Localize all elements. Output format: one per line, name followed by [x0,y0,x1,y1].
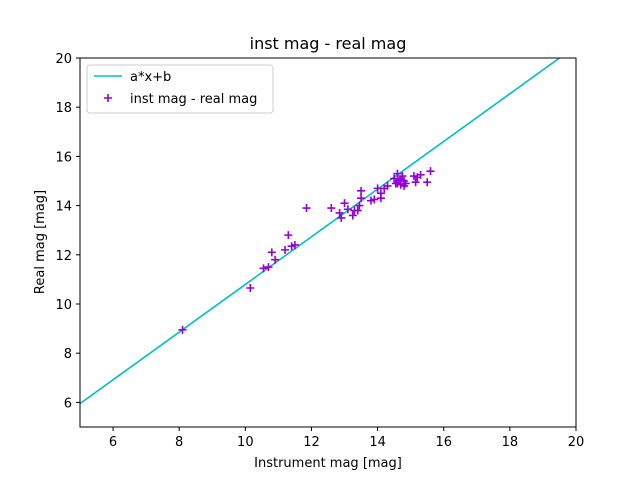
data-point [264,263,273,272]
data-point [343,205,352,214]
plot-area [80,58,560,405]
data-point [401,179,410,188]
data-point [271,255,280,264]
y-tick-label: 10 [55,298,72,313]
data-point [416,170,425,179]
y-tick-label: 16 [55,150,72,165]
y-tick-label: 6 [64,396,72,411]
x-tick-label: 20 [568,435,585,450]
data-point [398,172,407,181]
data-point [178,325,187,334]
y-axis-label: Real mag [mag] [33,190,48,294]
data-point [340,199,349,208]
data-point [259,264,268,273]
x-tick-label: 6 [109,435,117,450]
data-point [355,201,364,210]
legend: a*x+b inst mag - real mag [86,64,274,114]
axes-frame [79,57,577,428]
data-point [426,167,435,176]
data-point [353,206,362,215]
data-point [281,245,290,254]
y-tick-label: 8 [64,347,72,362]
data-point [383,181,392,190]
data-point [337,213,346,222]
data-point [411,178,420,187]
data-point [284,231,293,240]
x-tick-label: 8 [175,435,183,450]
legend-label-fit: a*x+b [130,70,171,85]
data-point [357,194,366,203]
data-point [290,240,299,249]
data-point [370,195,379,204]
data-point [348,211,357,220]
data-point [376,189,385,198]
fit-line [80,58,560,405]
x-tick-label: 16 [435,435,452,450]
y-tick-label: 12 [55,249,72,264]
y-tick-label: 14 [55,200,72,215]
data-point [335,208,344,217]
x-tick-label: 12 [303,435,320,450]
data-point [357,186,366,195]
y-tick-label: 20 [55,52,72,67]
data-point [327,204,336,213]
x-axis-label: Instrument mag [mag] [254,456,402,471]
x-tick-label: 18 [502,435,519,450]
y-tick-label: 18 [55,101,72,116]
data-point [393,169,402,178]
data-point [267,248,276,257]
legend-label-scatter: inst mag - real mag [130,92,257,107]
chart-title: inst mag - real mag [250,34,407,53]
data-point [390,174,399,183]
x-tick-label: 10 [237,435,254,450]
data-point [302,204,311,213]
x-tick-label: 14 [369,435,386,450]
legend-box [86,64,274,114]
data-point [423,178,432,187]
data-point [246,284,255,293]
legend-marker-swatch [104,94,112,102]
